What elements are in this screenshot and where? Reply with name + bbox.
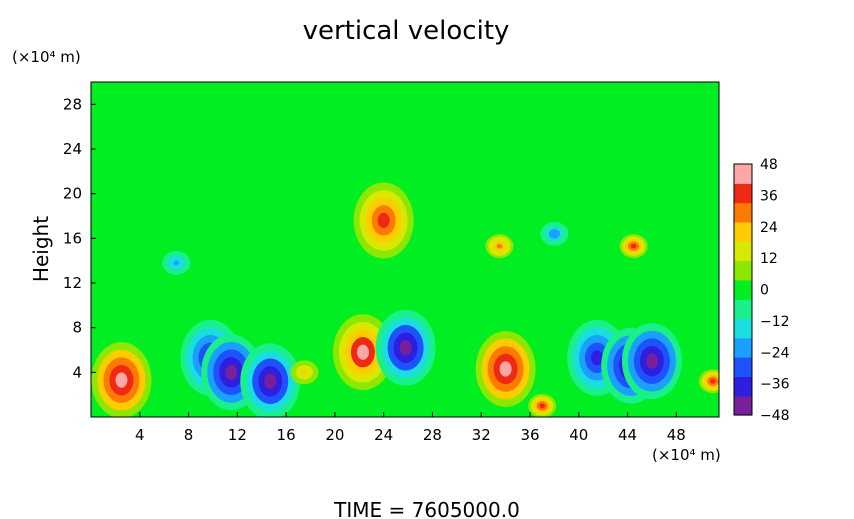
contour-level bbox=[356, 344, 369, 360]
contour-level bbox=[377, 212, 390, 229]
heatmap-feature bbox=[240, 343, 301, 417]
contour-level bbox=[301, 369, 308, 375]
heatmap-feature bbox=[375, 309, 436, 386]
colorbar: 48 36 24 12 0 −12 −24 −36 −48 bbox=[733, 157, 790, 424]
colorbar-ticks: 48 36 24 12 0 −12 −24 −36 −48 bbox=[760, 157, 790, 424]
y-tick-label: 28 bbox=[63, 95, 82, 113]
contour-level bbox=[225, 364, 238, 380]
heatmap-feature bbox=[540, 221, 569, 246]
x-tick-label: 24 bbox=[374, 426, 393, 444]
chart-title: vertical velocity bbox=[303, 16, 510, 46]
y-tick-label: 8 bbox=[72, 319, 82, 337]
colorbar-swatch bbox=[734, 299, 752, 320]
colorbar-swatch bbox=[734, 357, 752, 377]
contour-level bbox=[264, 373, 277, 389]
heatmap-feature bbox=[353, 182, 414, 259]
contour-level bbox=[399, 340, 412, 356]
x-tick-label: 16 bbox=[277, 426, 296, 444]
x-tick-label: 28 bbox=[423, 426, 442, 444]
contour-level bbox=[645, 353, 658, 369]
y-tick-label: 4 bbox=[72, 363, 82, 381]
heatmap-feature bbox=[475, 330, 536, 407]
contour-level bbox=[496, 243, 503, 249]
plot-area bbox=[91, 82, 719, 417]
x-tick-label: 8 bbox=[184, 426, 194, 444]
contour-level bbox=[173, 260, 180, 266]
heatmap-feature bbox=[290, 360, 319, 385]
x-unit-label: (×10⁴ m) bbox=[652, 446, 721, 464]
heatmap-feature bbox=[698, 369, 719, 394]
contour-level bbox=[499, 361, 512, 377]
time-label: TIME = 7605000.0 bbox=[333, 498, 520, 519]
colorbar-swatch bbox=[734, 279, 752, 300]
y-tick-label: 16 bbox=[63, 229, 82, 247]
colorbar-tick-label: −24 bbox=[760, 345, 790, 361]
colorbar-swatch bbox=[734, 202, 752, 223]
x-tick-label: 48 bbox=[667, 426, 686, 444]
colorbar-tick-label: −36 bbox=[760, 377, 790, 393]
colorbar-tick-label: 24 bbox=[760, 220, 778, 236]
contour-level bbox=[115, 372, 128, 388]
heatmap-features bbox=[91, 182, 719, 417]
y-unit-label: (×10⁴ m) bbox=[12, 48, 81, 66]
colorbar-swatch bbox=[734, 376, 752, 397]
x-tick-label: 44 bbox=[618, 426, 637, 444]
heatmap-feature bbox=[621, 323, 682, 400]
x-tick-label: 4 bbox=[135, 426, 145, 444]
colorbar-swatch bbox=[734, 337, 752, 358]
x-tick-label: 36 bbox=[520, 426, 539, 444]
contour-level bbox=[539, 403, 545, 409]
heatmap-feature bbox=[619, 234, 648, 259]
colorbar-swatch bbox=[734, 260, 752, 281]
x-tick-label: 12 bbox=[228, 426, 247, 444]
heatmap-feature bbox=[528, 393, 557, 417]
contour-level bbox=[710, 378, 716, 384]
colorbar-swatch bbox=[734, 221, 752, 242]
y-tick-label: 24 bbox=[63, 140, 82, 158]
heatmap-feature bbox=[91, 342, 152, 417]
colorbar-swatches bbox=[734, 164, 752, 416]
colorbar-tick-label: −48 bbox=[760, 408, 790, 424]
colorbar-tick-label: 12 bbox=[760, 251, 778, 267]
heatmap-feature bbox=[485, 234, 514, 259]
colorbar-swatch bbox=[734, 395, 752, 416]
plot-frame bbox=[90, 81, 720, 418]
x-tick-label: 32 bbox=[472, 426, 491, 444]
colorbar-tick-label: 36 bbox=[760, 188, 778, 204]
x-tick-label: 40 bbox=[569, 426, 588, 444]
colorbar-swatch bbox=[734, 241, 752, 262]
y-axis-ticks: 4 8 12 16 20 24 28 bbox=[63, 95, 96, 381]
contour-level bbox=[551, 231, 558, 237]
x-tick-label: 20 bbox=[325, 426, 344, 444]
contour-level bbox=[630, 243, 637, 249]
y-tick-label: 20 bbox=[63, 185, 82, 203]
colorbar-swatch bbox=[734, 164, 752, 184]
y-axis-label: Height bbox=[29, 216, 53, 282]
colorbar-tick-label: −12 bbox=[760, 314, 790, 330]
x-axis-ticks: 4 8 12 16 20 24 28 32 36 40 44 48 bbox=[135, 412, 686, 444]
y-tick-label: 12 bbox=[63, 274, 82, 292]
colorbar-tick-label: 0 bbox=[760, 283, 769, 299]
colorbar-frame bbox=[733, 163, 753, 416]
colorbar-swatch bbox=[734, 318, 752, 339]
colorbar-tick-label: 48 bbox=[760, 157, 778, 173]
colorbar-swatch bbox=[734, 183, 752, 204]
contour-level bbox=[591, 350, 604, 366]
heatmap-feature bbox=[162, 250, 191, 275]
